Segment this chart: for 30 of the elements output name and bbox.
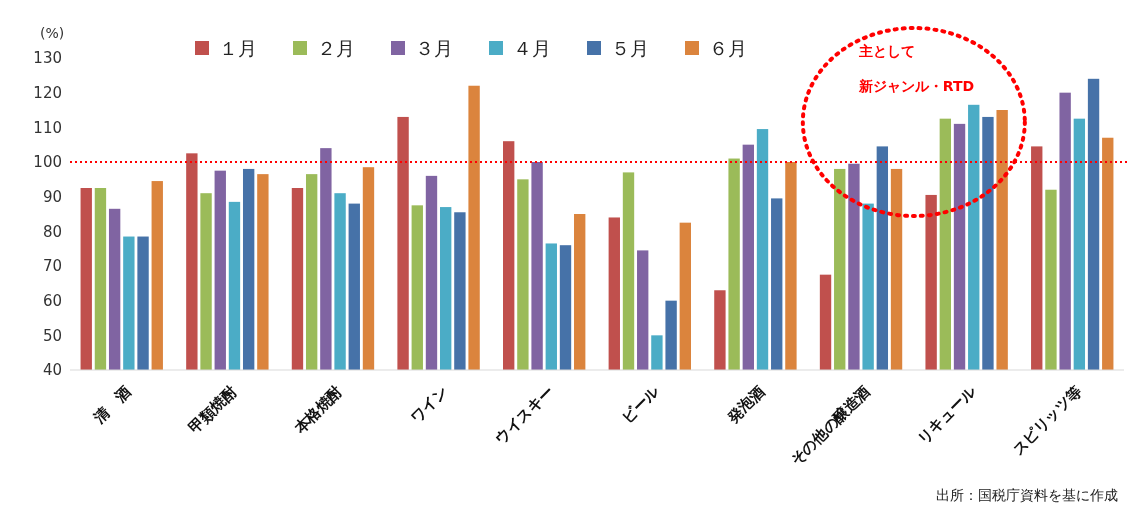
x-tick-label: ビール: [618, 381, 664, 427]
y-tick-label: 130: [33, 49, 62, 68]
x-tick-label: その他の醸造酒: [786, 382, 874, 470]
x-tick-label: スピリッツ等: [1008, 382, 1086, 459]
x-tick-label: リキュール: [913, 381, 981, 448]
x-tick-label: 清 酒: [89, 382, 135, 428]
x-tick-label: 甲類焼酎: [185, 382, 241, 438]
y-tick-label: 40: [42, 361, 62, 380]
annotation: 主として: [857, 43, 915, 59]
y-axis-title: (%): [40, 25, 65, 41]
legend-label: ２月: [317, 36, 355, 59]
x-tick-label: ワイン: [406, 382, 452, 427]
y-tick-label: 80: [42, 222, 62, 241]
y-tick-label: 50: [42, 326, 62, 345]
y-tick-label: 100: [33, 153, 62, 172]
x-tick-label: 発泡酒: [722, 382, 769, 428]
x-tick-label: ウイスキー: [491, 382, 558, 448]
text: 出所：国税庁資料を基に作成: [936, 487, 1118, 503]
y-tick-label: 110: [33, 118, 62, 137]
legend-label: １月: [219, 36, 257, 59]
y-tick-label: 60: [42, 291, 62, 310]
legend-label: ４月: [513, 36, 551, 59]
y-tick-label: 70: [42, 257, 62, 276]
legend-label: ３月: [415, 36, 453, 59]
legend-label: ５月: [611, 36, 649, 59]
x-tick-label: 本格焼酎: [289, 382, 346, 438]
annotation: 新ジャンル・RTD: [857, 78, 975, 94]
y-tick-label: 90: [42, 187, 62, 206]
legend-label: ６月: [709, 36, 747, 59]
y-tick-label: 120: [33, 83, 62, 102]
